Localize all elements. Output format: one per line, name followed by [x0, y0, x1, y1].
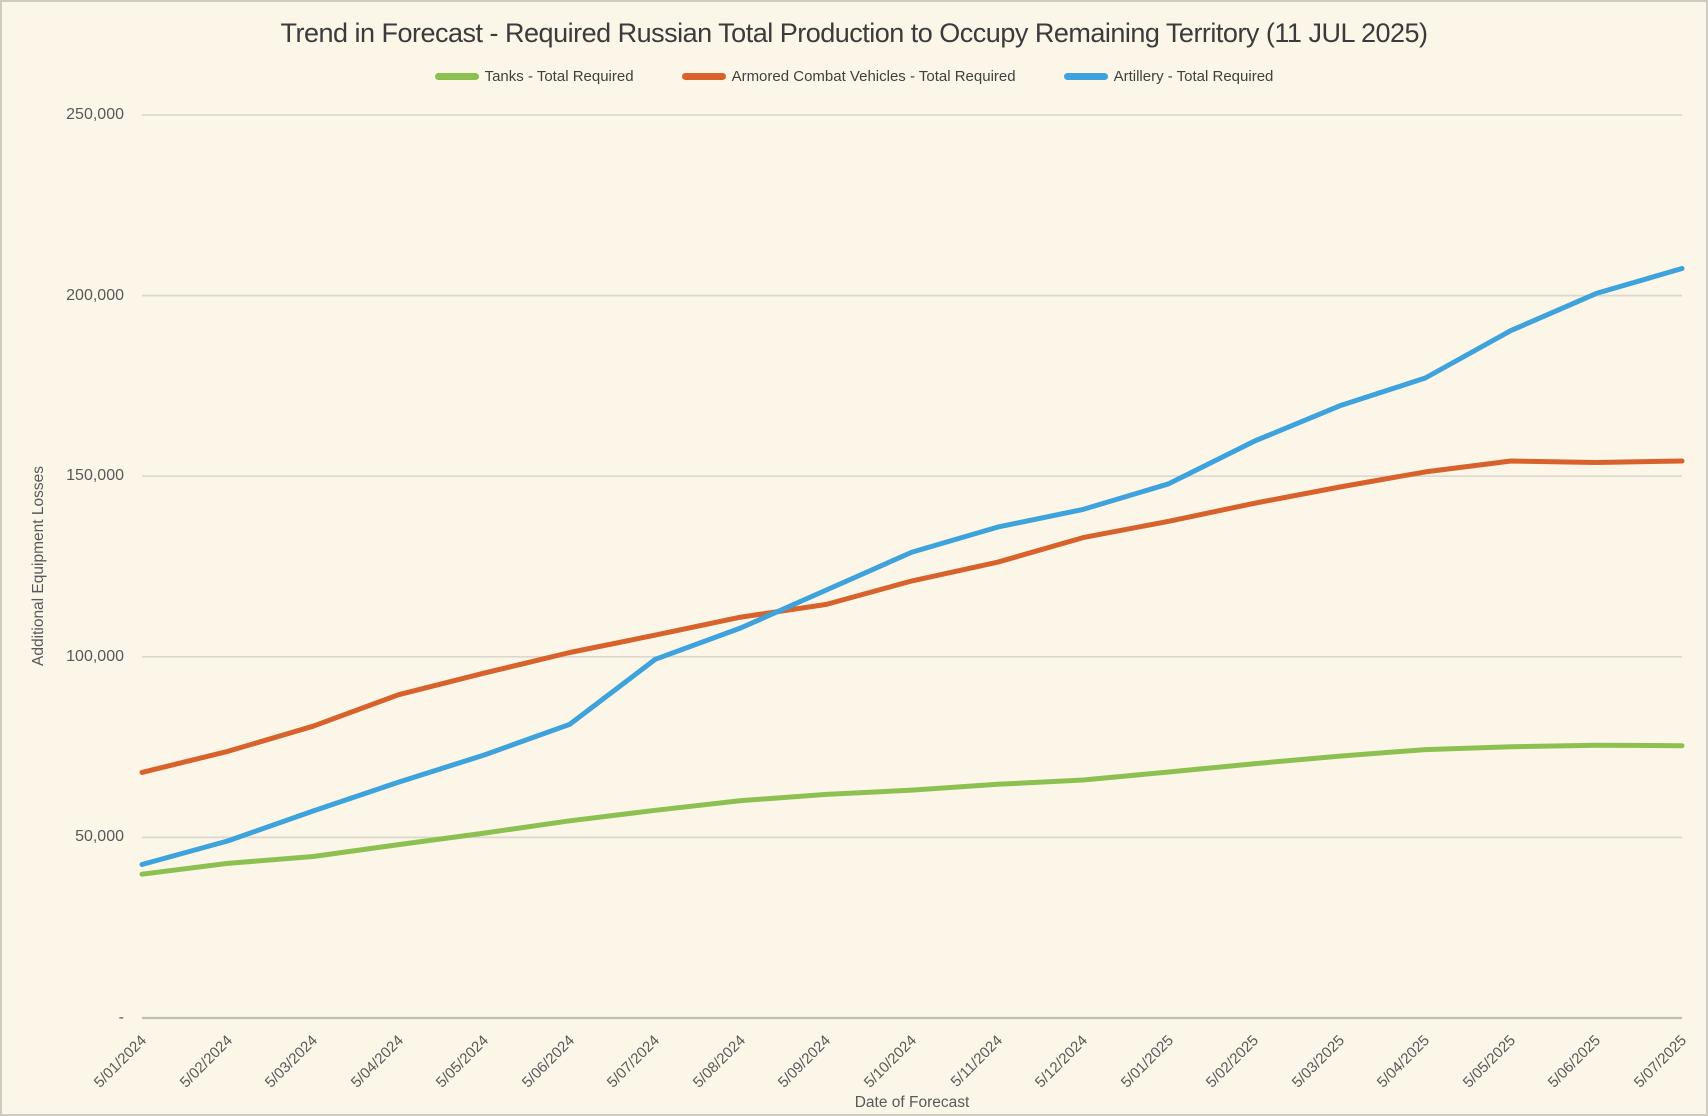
y-axis-title: Additional Equipment Losses — [30, 466, 47, 666]
legend-item-tanks: Tanks - Total Required — [434, 68, 634, 85]
legend-swatch-tanks-icon — [434, 73, 479, 80]
y-axis-tick-label: 200,000 — [66, 286, 124, 304]
x-axis-title: Date of Forecast — [854, 1094, 970, 1111]
legend-label-artillery: Artillery - Total Required — [1113, 68, 1274, 85]
legend-label-tanks: Tanks - Total Required — [484, 68, 634, 85]
y-axis-tick-label: - — [118, 1009, 124, 1026]
legend-item-armored-combat-vehicles: Armored Combat Vehicles - Total Required — [681, 68, 1016, 85]
legend: Tanks - Total Required Armored Combat Ve… — [2, 68, 1706, 85]
legend-item-artillery: Artillery - Total Required — [1063, 68, 1274, 85]
y-axis-tick-label: 100,000 — [66, 647, 124, 665]
legend-label-armored-combat-vehicles: Armored Combat Vehicles - Total Required — [731, 68, 1016, 85]
y-axis-tick-label: 250,000 — [66, 106, 124, 123]
chart-title: Trend in Forecast - Required Russian Tot… — [280, 18, 1428, 48]
legend-swatch-armored-combat-vehicles-icon — [681, 73, 726, 80]
y-axis-tick-label: 50,000 — [75, 828, 124, 846]
y-axis-tick-label: 150,000 — [66, 467, 124, 485]
legend-swatch-artillery-icon — [1063, 73, 1108, 80]
